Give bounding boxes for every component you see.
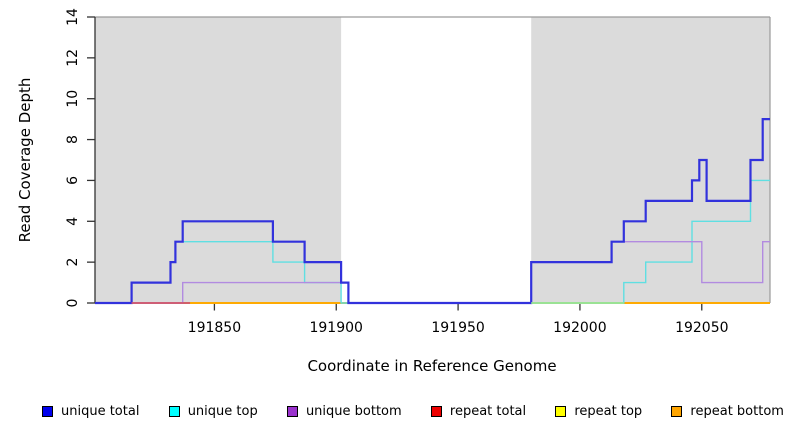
- legend-item-unique-bottom: unique bottom: [286, 403, 402, 419]
- x-axis-title: Coordinate in Reference Genome: [307, 357, 556, 375]
- y-axis-title: Read Coverage Depth: [16, 78, 34, 243]
- x-tick-label: 191850: [188, 320, 241, 336]
- y-tick-label: 14: [65, 8, 81, 26]
- x-tick-label: 191900: [309, 320, 362, 336]
- repeat-top-swatch-icon: [555, 405, 567, 417]
- unique-total-swatch-icon: [42, 405, 53, 417]
- unique-bottom-swatch-icon: [286, 405, 298, 417]
- legend-label: unique top: [187, 403, 258, 419]
- y-tick-label: 0: [65, 299, 81, 308]
- x-tick-label: 191950: [431, 320, 484, 336]
- legend-item-unique-total: unique total: [42, 404, 139, 419]
- legend-label: unique total: [61, 403, 140, 419]
- repeat-total-swatch-icon: [430, 405, 442, 417]
- legend: unique total unique top unique bottom re…: [42, 398, 784, 424]
- legend-label: repeat total: [449, 403, 527, 419]
- repeat-bottom-swatch-icon: [671, 405, 683, 417]
- y-tick-label: 6: [65, 176, 81, 185]
- y-tick-label: 4: [65, 217, 81, 226]
- chart-layer: 0 2 4 6 8 10 12 14 191850 191900 191950 192000 19205…: [65, 8, 771, 336]
- unique-top-swatch-icon: [168, 405, 180, 417]
- x-tick-label: 192050: [675, 320, 728, 336]
- legend-label: repeat top: [574, 403, 643, 419]
- y-tick-label: 8: [65, 135, 81, 144]
- y-tick-label: 2: [65, 258, 81, 267]
- legend-label: unique bottom: [305, 403, 402, 419]
- y-tick-label: 12: [65, 49, 81, 67]
- legend-item-repeat-top: repeat top: [555, 404, 642, 419]
- series-line-unique-total: [95, 118, 770, 305]
- shaded-region: [95, 17, 342, 303]
- legend-label: repeat bottom: [690, 403, 784, 419]
- shaded-region: [531, 17, 770, 303]
- y-tick-label: 10: [65, 90, 81, 108]
- legend-item-repeat-total: repeat total: [430, 403, 527, 419]
- x-tick-label: 192000: [553, 320, 606, 336]
- legend-item-repeat-bottom: repeat bottom: [671, 404, 784, 419]
- legend-item-unique-top: unique top: [168, 403, 258, 419]
